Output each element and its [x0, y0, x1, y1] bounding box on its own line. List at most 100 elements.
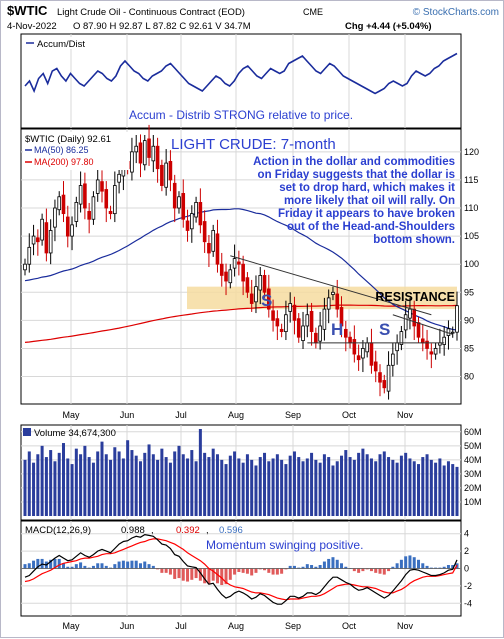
- candle-body: [194, 202, 198, 218]
- candle-body: [373, 361, 378, 372]
- candle-body: [113, 185, 117, 215]
- volume-bar: [263, 452, 267, 516]
- source-credit[interactable]: © StockCharts.com: [413, 7, 499, 18]
- volume-bar: [250, 459, 254, 516]
- macd-histogram-bar: [198, 568, 202, 581]
- commentary-line: Action in the dollar and commodities: [253, 156, 455, 168]
- candle-body: [267, 288, 271, 310]
- trendlines: [230, 255, 453, 344]
- macd-histogram-bar: [91, 565, 95, 569]
- volume-bar: [126, 440, 130, 516]
- candle-body: [292, 304, 297, 321]
- macd-histogram-bar: [87, 567, 91, 569]
- volume-panel: [20, 424, 462, 521]
- macd-histogram-bar: [241, 568, 245, 573]
- y-tick-label: 20M: [464, 483, 482, 493]
- candle-body: [215, 233, 220, 265]
- volume-bar: [49, 450, 53, 516]
- volume-bar: [280, 459, 284, 516]
- x-tick-label: Jun: [120, 410, 135, 420]
- candle-body: [386, 364, 391, 392]
- volume-bar: [220, 459, 224, 516]
- macd-histogram-bar: [331, 557, 335, 569]
- macd-series: [21, 533, 461, 605]
- candle-body: [258, 275, 263, 291]
- x-tick-label: Sep: [285, 621, 301, 631]
- volume-bar: [36, 454, 40, 516]
- macd-histogram-bar: [267, 568, 271, 573]
- volume-bar: [91, 462, 95, 516]
- moving-averages: [24, 208, 458, 343]
- volume-legend-swatch: [23, 428, 31, 436]
- macd-histogram-bar: [352, 568, 356, 572]
- macd-histogram-bar: [322, 561, 326, 569]
- candle-body: [271, 310, 275, 321]
- volume-bar: [245, 454, 249, 516]
- volume-bar: [198, 429, 202, 516]
- candle-body: [168, 160, 173, 181]
- volume-bar: [160, 448, 164, 516]
- y-tick-label: 115: [464, 175, 478, 185]
- volume-bar: [258, 457, 262, 516]
- macd-histogram-bar: [177, 568, 181, 579]
- volume-bar: [61, 443, 65, 516]
- macd-histogram-bar: [79, 562, 83, 569]
- macd-histogram-bar: [361, 568, 365, 572]
- volume-bar: [32, 462, 36, 516]
- ohlc-values: O 87.90 H 92.87 L 87.82 C 92.61 V 34.7M: [73, 21, 251, 32]
- macd-histogram-bar: [292, 565, 296, 569]
- volume-legend: Volume 34,674,300: [34, 428, 116, 439]
- macd-histogram-bar: [117, 561, 121, 569]
- price-candles: [23, 124, 459, 400]
- macd-histogram-bar: [224, 568, 228, 585]
- price-panel: [20, 128, 462, 405]
- macd-histogram-bar: [365, 568, 369, 570]
- candle-body: [382, 380, 387, 389]
- ma200-line: [24, 304, 458, 343]
- macd-histogram-bar: [412, 557, 416, 569]
- macd-histogram-bar: [126, 561, 130, 569]
- y-tick-label: 110: [464, 203, 478, 213]
- macd-histogram-bar: [164, 568, 168, 573]
- candle-body: [318, 325, 322, 342]
- volume-bar: [357, 452, 361, 516]
- macd-histogram-bar: [451, 565, 455, 569]
- volume-bar: [96, 451, 100, 516]
- candle-body: [138, 142, 143, 164]
- macd-histogram-bar: [100, 563, 104, 569]
- macd-histogram-bar: [446, 565, 450, 569]
- candle-body: [245, 277, 250, 293]
- macd-histogram-bar: [207, 568, 211, 585]
- volume-bar: [292, 451, 296, 516]
- macd-histogram-bar: [374, 568, 378, 573]
- volume-bar: [100, 441, 104, 516]
- trendline-short: [392, 314, 453, 335]
- volume-bar: [344, 450, 348, 516]
- candle-body: [219, 263, 224, 276]
- volume-bar: [173, 451, 177, 516]
- candle-body: [104, 189, 109, 209]
- volume-bar: [455, 466, 459, 516]
- macd-histogram-bar: [194, 568, 198, 579]
- candle-body: [228, 269, 233, 284]
- macd-histogram-bar: [186, 568, 190, 582]
- volume-bar: [331, 465, 335, 516]
- macd-histogram-bar: [417, 559, 421, 569]
- y-tick-label: 90: [464, 315, 474, 325]
- macd-histogram-bar: [49, 559, 53, 569]
- volume-bar: [301, 461, 305, 516]
- macd-histogram-bar: [134, 560, 138, 569]
- candle-body: [23, 263, 27, 271]
- macd-value: 0.988: [121, 525, 145, 536]
- y-tick-label: 60M: [464, 427, 482, 437]
- candle-body: [249, 293, 254, 304]
- candle-body: [442, 336, 446, 345]
- candle-body: [70, 224, 74, 237]
- candle-body: [134, 145, 139, 153]
- candle-body: [95, 179, 100, 194]
- price-legend: $WTIC (Daily) 92.61: [25, 134, 111, 145]
- macd-histogram-bar: [109, 567, 113, 569]
- volume-bar: [207, 457, 211, 516]
- candle-body: [190, 213, 194, 230]
